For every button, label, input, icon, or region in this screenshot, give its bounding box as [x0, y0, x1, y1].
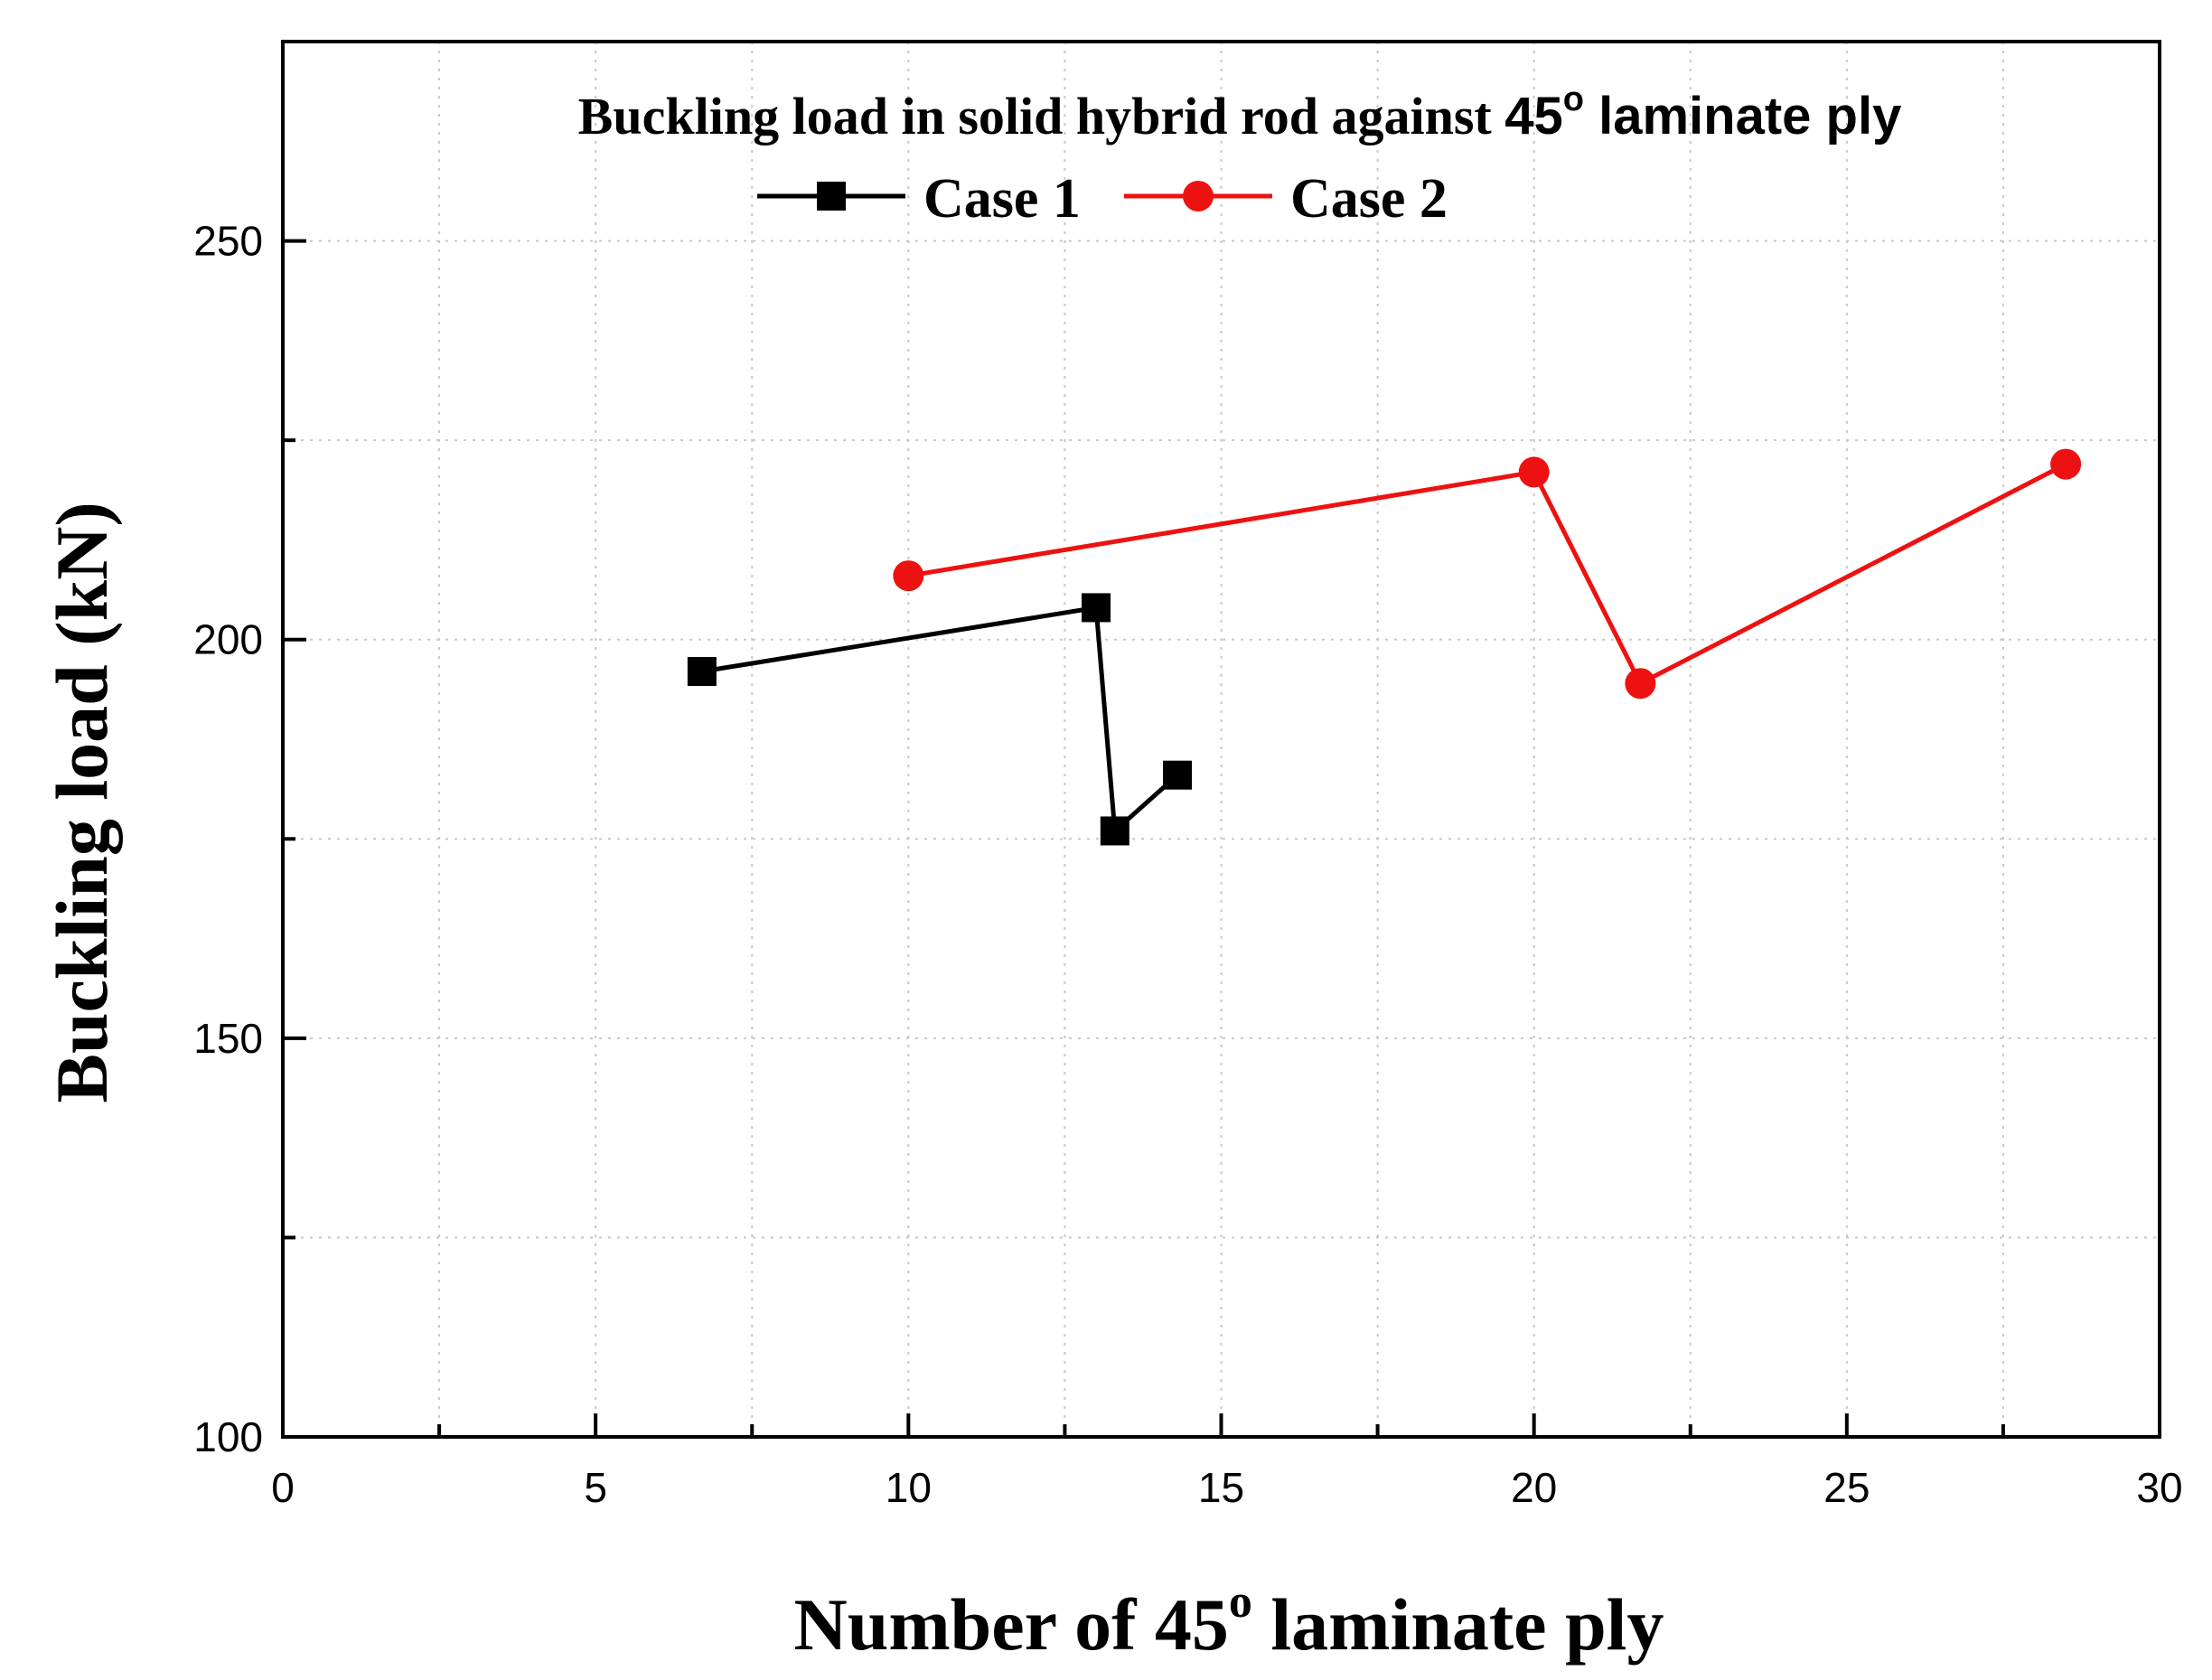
- x-axis-title-suffix: laminate ply: [1252, 1583, 1664, 1666]
- legend-case1-label: Case 1: [923, 168, 1081, 230]
- y-tick-label: 100: [193, 1413, 263, 1460]
- x-axis-title: Number of 45o laminate ply: [794, 1576, 1664, 1666]
- x-tick-label: 5: [584, 1464, 607, 1511]
- chart-title-degree: o: [1563, 80, 1584, 118]
- x-tick-label: 15: [1198, 1464, 1244, 1511]
- x-tick-label: 0: [271, 1464, 295, 1511]
- legend-case2-label: Case 2: [1290, 168, 1448, 230]
- case1-data-point: [1100, 816, 1129, 846]
- case1-series-line: [701, 605, 1179, 836]
- y-tick-label: 250: [193, 218, 263, 265]
- legend-case1-marker: [817, 182, 846, 211]
- x-tick-label: 20: [1511, 1464, 1557, 1511]
- case2-series-line: [907, 462, 2067, 687]
- case2-data-point: [1625, 668, 1656, 699]
- chart-title-suffix: laminate ply: [1584, 87, 1901, 145]
- x-tick-label: 25: [1823, 1464, 1870, 1511]
- series-layer: [687, 448, 2082, 846]
- case1-data-point: [1082, 593, 1111, 623]
- x-axis-title-prefix: Number of: [794, 1583, 1155, 1666]
- x-tick-label: 30: [2136, 1464, 2182, 1511]
- chart-title-main: Buckling load in solid hybrid rod agains…: [578, 87, 1505, 145]
- x-axis-ticks: 0 5 10 15 20 25 30: [271, 1413, 2183, 1511]
- x-axis-title-degree: o: [1229, 1576, 1252, 1628]
- y-tick-label: 150: [193, 1015, 263, 1062]
- case1-data-point: [1163, 760, 1193, 790]
- grid-lines: [283, 42, 2160, 1437]
- x-axis-title-angle: 45: [1155, 1583, 1229, 1666]
- x-tick-label: 10: [886, 1464, 932, 1511]
- case1-data-point: [687, 657, 717, 687]
- case2-data-point: [1518, 456, 1550, 488]
- y-axis-ticks: 100 150 200 250: [193, 218, 306, 1460]
- chart-title: Buckling load in solid hybrid rod agains…: [578, 80, 1902, 145]
- legend-case2-marker: [1183, 181, 1214, 211]
- chart-title-angle: 45: [1504, 87, 1563, 145]
- y-axis-title: Buckling load (kN): [41, 502, 123, 1103]
- case2-data-point: [2050, 448, 2082, 480]
- case2-data-point: [893, 560, 924, 592]
- legend: Case 1 Case 2: [757, 168, 1448, 230]
- y-tick-label: 200: [193, 616, 263, 663]
